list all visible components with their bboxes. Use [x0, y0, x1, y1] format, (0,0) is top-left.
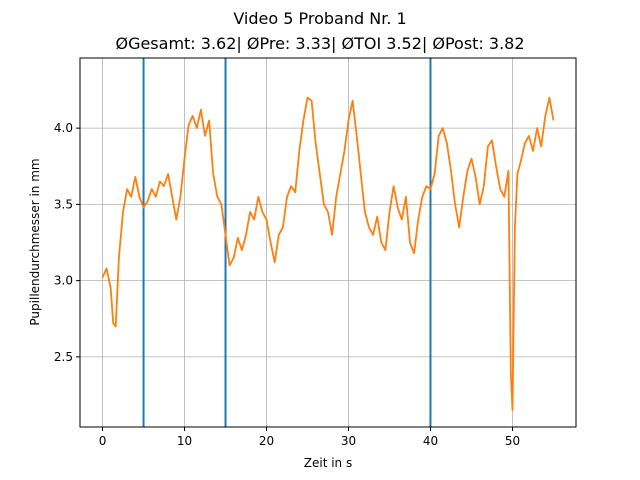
x-tick-label-2: 20 — [259, 434, 274, 448]
plot-frame — [79, 57, 577, 428]
series-group — [101, 96, 555, 412]
y-tick-label-2: 3.5 — [54, 197, 73, 211]
x-tick-label-1: 10 — [177, 434, 192, 448]
marker-lines — [142, 58, 432, 427]
ticks: 0 10 20 30 40 50 2.5 3.0 3.5 4.0 — [54, 121, 520, 448]
chart-subtitle: ØGesamt: 3.62| ØPre: 3.33| ØTOI 3.52| ØP… — [115, 34, 524, 53]
y-tick-label-3: 4.0 — [54, 121, 73, 135]
y-tick-label-0: 2.5 — [54, 350, 73, 364]
chart-title: Video 5 Proband Nr. 1 — [233, 9, 406, 28]
x-tick-label-0: 0 — [99, 434, 107, 448]
x-tick-label-5: 50 — [505, 434, 520, 448]
y-tick-label-1: 3.0 — [54, 274, 73, 288]
y-axis-label: Pupillendurchmesser in mm — [28, 158, 42, 325]
series-line-0 — [101, 96, 555, 412]
x-tick-label-3: 30 — [341, 434, 356, 448]
x-tick-label-4: 40 — [423, 434, 438, 448]
x-axis-label: Zeit in s — [304, 456, 352, 470]
